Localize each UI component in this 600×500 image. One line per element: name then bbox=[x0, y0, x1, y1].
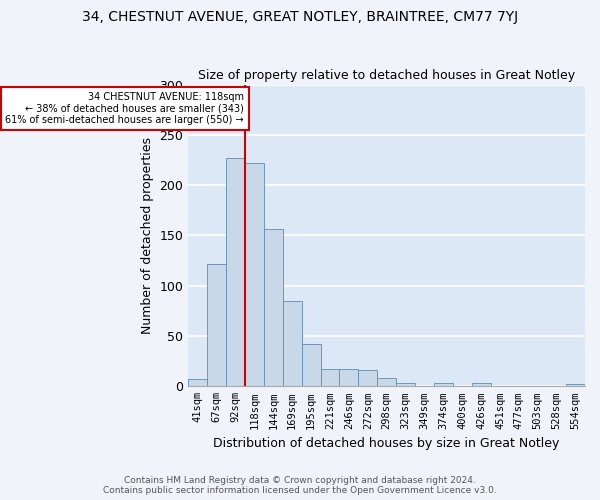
Bar bbox=[434, 384, 453, 386]
Bar bbox=[188, 380, 207, 386]
Bar bbox=[377, 378, 396, 386]
Text: 34, CHESTNUT AVENUE, GREAT NOTLEY, BRAINTREE, CM77 7YJ: 34, CHESTNUT AVENUE, GREAT NOTLEY, BRAIN… bbox=[82, 10, 518, 24]
Text: Contains HM Land Registry data © Crown copyright and database right 2024.
Contai: Contains HM Land Registry data © Crown c… bbox=[103, 476, 497, 495]
X-axis label: Distribution of detached houses by size in Great Notley: Distribution of detached houses by size … bbox=[214, 437, 560, 450]
Bar bbox=[207, 264, 226, 386]
Bar bbox=[320, 369, 340, 386]
Y-axis label: Number of detached properties: Number of detached properties bbox=[141, 137, 154, 334]
Bar bbox=[302, 344, 320, 387]
Bar bbox=[566, 384, 585, 386]
Title: Size of property relative to detached houses in Great Notley: Size of property relative to detached ho… bbox=[198, 69, 575, 82]
Bar bbox=[283, 301, 302, 386]
Bar bbox=[264, 230, 283, 386]
Bar bbox=[226, 158, 245, 386]
Bar bbox=[358, 370, 377, 386]
Bar bbox=[396, 384, 415, 386]
Bar bbox=[472, 384, 491, 386]
Bar bbox=[340, 369, 358, 386]
Text: 34 CHESTNUT AVENUE: 118sqm
← 38% of detached houses are smaller (343)
61% of sem: 34 CHESTNUT AVENUE: 118sqm ← 38% of deta… bbox=[5, 92, 244, 125]
Bar bbox=[245, 163, 264, 386]
